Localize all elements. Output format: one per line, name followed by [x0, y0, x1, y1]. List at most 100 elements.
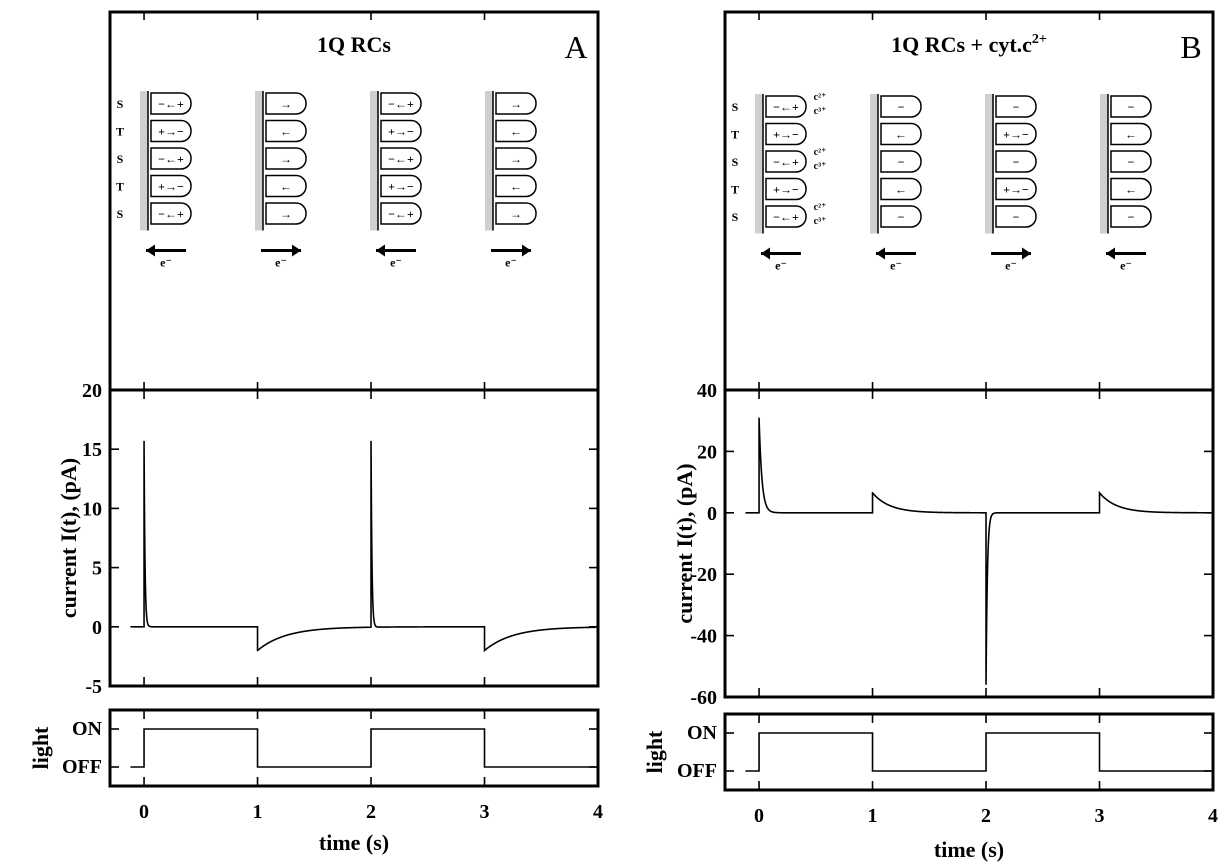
- reaction-center: [765, 150, 807, 173]
- rc-column: − +→− − +→− − e⁻: [985, 94, 1037, 273]
- reaction-center-state: +→−: [773, 183, 799, 197]
- electron-arrowhead: [761, 247, 770, 260]
- reaction-center-state: ←: [1125, 183, 1137, 197]
- electron-label: e⁻: [505, 256, 517, 270]
- y-tick-label: -60: [690, 687, 717, 709]
- electron-arrowhead: [876, 247, 885, 260]
- current-plot-frame: [723, 388, 1215, 699]
- light-off-label: OFF: [62, 756, 102, 778]
- reaction-center-state: →: [280, 152, 292, 166]
- reaction-center-state: +→−: [1003, 183, 1029, 197]
- reaction-center-state: +→−: [773, 128, 799, 142]
- row-label: S: [117, 97, 124, 111]
- cyt-label: c²⁺: [814, 202, 827, 213]
- y-tick-label: 5: [92, 558, 102, 580]
- electron-label: e⁻: [775, 259, 787, 273]
- membrane-band: [985, 94, 993, 234]
- cyt-label: c²⁺: [814, 147, 827, 158]
- reaction-center-state: ←: [510, 125, 522, 139]
- reaction-center: [150, 92, 192, 115]
- x-tick-label: 3: [1095, 805, 1105, 827]
- reaction-center: [880, 122, 922, 146]
- y-tick-label: 20: [697, 441, 717, 463]
- row-label: T: [731, 128, 739, 142]
- y-axis-label: current I(t), (pA): [56, 458, 81, 618]
- reaction-center: [765, 177, 807, 201]
- reaction-center-state: ←: [280, 180, 292, 194]
- reaction-center-state: →: [280, 207, 292, 221]
- x-tick-label: 3: [480, 801, 490, 823]
- reaction-center-state: −←+: [388, 97, 414, 111]
- reaction-center: [265, 147, 307, 170]
- electron-arrowhead: [146, 244, 155, 257]
- light-plot-frame: [723, 712, 1215, 792]
- panel-letter: B: [1180, 29, 1201, 65]
- reaction-center-state: ←: [895, 128, 907, 142]
- light-plot: ON OFF 0 1 2 3 4 light time (s): [28, 708, 603, 855]
- reaction-center: [1110, 177, 1152, 201]
- reaction-center-state: −←+: [773, 155, 799, 169]
- reaction-center: [1110, 95, 1152, 118]
- electron-arrowhead: [1022, 247, 1031, 260]
- x-tick-label: 4: [593, 801, 603, 823]
- rc-column: −←+ +→− −←+ +→− −←+ e⁻: [370, 91, 422, 270]
- reaction-center: [1110, 205, 1152, 228]
- reaction-center: [995, 177, 1037, 201]
- reaction-center: [380, 92, 422, 115]
- reaction-center: [995, 205, 1037, 228]
- reaction-center-state: ←: [1125, 128, 1137, 142]
- panel-letter: A: [564, 29, 587, 65]
- reaction-center: [1110, 150, 1152, 173]
- reaction-center-state: −←+: [773, 100, 799, 114]
- cyt-label: c³⁺: [814, 161, 827, 172]
- x-tick-label: 4: [1208, 805, 1218, 827]
- reaction-center: [495, 119, 537, 143]
- reaction-center-state: −: [898, 210, 905, 224]
- reaction-center-state: ←: [895, 183, 907, 197]
- light-plot: ON OFF 0 1 2 3 4 light time (s): [642, 712, 1218, 862]
- reaction-center: [995, 122, 1037, 146]
- panel-title-text: 1Q RCs + cyt.c: [891, 32, 1032, 57]
- reaction-center: [150, 119, 192, 143]
- light-trace: [745, 732, 1211, 772]
- light-axis-label: light: [28, 726, 53, 769]
- row-label: S: [117, 207, 124, 221]
- x-tick-label: 2: [981, 805, 991, 827]
- reaction-center: [880, 177, 922, 201]
- reaction-center-state: +→−: [158, 125, 184, 139]
- reaction-center: [265, 202, 307, 225]
- membrane-band: [485, 91, 493, 231]
- membrane-band: [1100, 94, 1108, 234]
- electron-arrowhead: [1106, 247, 1115, 260]
- electron-label: e⁻: [1120, 259, 1132, 273]
- cyt-label: c³⁺: [814, 106, 827, 117]
- electron-label: e⁻: [1005, 259, 1017, 273]
- reaction-center: [995, 150, 1037, 173]
- current-plot: -60 -40 -20 0 20 40 current I(t), (pA): [672, 380, 1215, 709]
- reaction-center-state: →: [510, 97, 522, 111]
- schematic-frame: [108, 10, 600, 392]
- reaction-center: [265, 92, 307, 115]
- light-on-label: ON: [687, 722, 718, 744]
- panel-title-superscript: 2+: [1032, 32, 1047, 47]
- light-plot-frame: [108, 708, 600, 788]
- membrane-band: [755, 94, 763, 234]
- y-tick-label: 10: [82, 498, 102, 520]
- reaction-center-state: −: [1128, 155, 1135, 169]
- y-tick-label: 20: [82, 380, 102, 402]
- membrane-band: [370, 91, 378, 231]
- rc-column: −←+ +→− −←+ +→− −←+ e⁻: [140, 91, 192, 270]
- reaction-center-state: −: [1128, 210, 1135, 224]
- reaction-center: [995, 95, 1037, 118]
- x-tick-label: 0: [754, 805, 764, 827]
- light-axis-label: light: [642, 730, 667, 773]
- row-label: T: [116, 125, 124, 139]
- current-plot-frame: [108, 388, 600, 688]
- electron-label: e⁻: [390, 256, 402, 270]
- reaction-center: [495, 147, 537, 170]
- rc-column: − ← − ← − e⁻: [1100, 94, 1152, 273]
- rc-column: − ← − ← − e⁻: [870, 94, 922, 273]
- y-tick-label: -5: [85, 676, 102, 698]
- reaction-center: [880, 150, 922, 173]
- current-plot: -5 0 5 10 15 20 current I(t), (pA): [56, 380, 600, 698]
